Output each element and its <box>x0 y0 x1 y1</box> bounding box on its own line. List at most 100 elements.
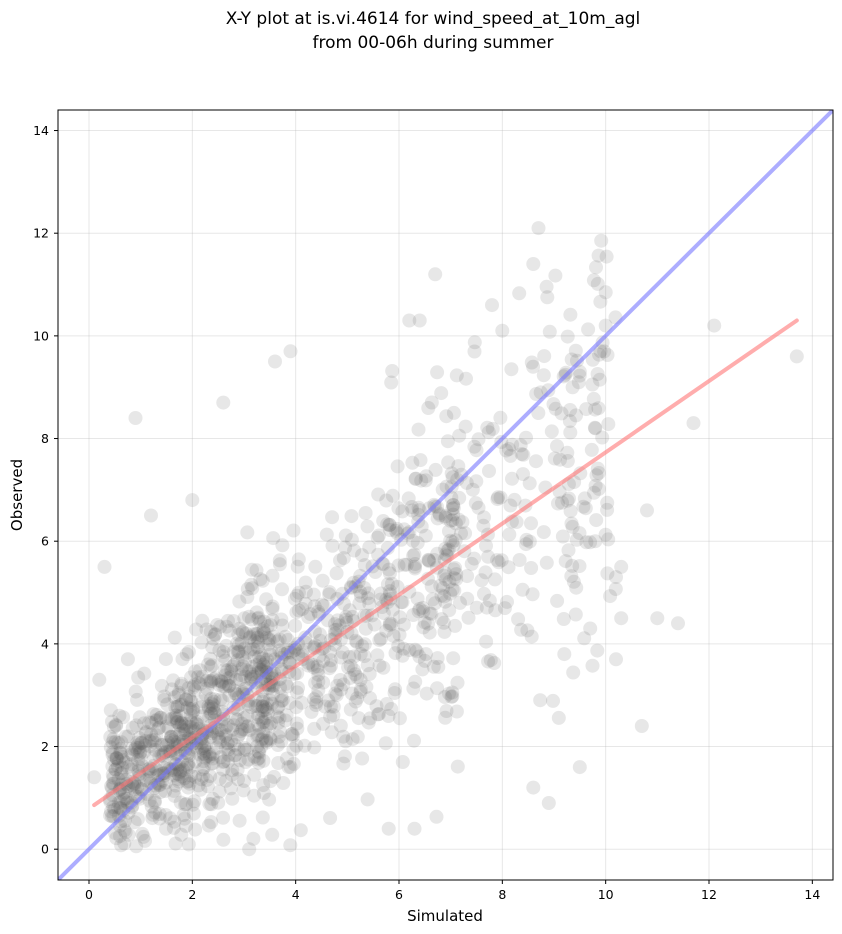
data-point <box>446 405 461 420</box>
data-point <box>444 466 459 481</box>
data-point <box>160 719 174 734</box>
data-point <box>206 747 220 761</box>
data-point <box>182 719 197 734</box>
data-point <box>195 709 210 724</box>
data-point <box>178 818 193 833</box>
data-point <box>189 622 204 637</box>
data-point <box>142 715 157 730</box>
data-point <box>504 362 519 377</box>
data-point <box>316 598 331 613</box>
data-point <box>234 635 249 650</box>
data-point <box>196 760 211 775</box>
data-point <box>430 546 445 561</box>
data-point <box>289 588 304 603</box>
data-point <box>199 772 214 787</box>
data-point <box>362 540 377 555</box>
data-point <box>382 566 397 581</box>
data-point <box>221 735 235 750</box>
data-point <box>382 584 397 599</box>
data-point <box>232 594 247 609</box>
data-point <box>204 797 219 812</box>
data-point <box>144 799 159 814</box>
data-point <box>169 708 184 723</box>
data-point <box>118 825 133 840</box>
data-point <box>103 740 118 755</box>
data-point <box>166 820 181 835</box>
data-point <box>467 344 482 359</box>
data-point <box>355 751 370 766</box>
data-point <box>411 422 426 437</box>
data-point <box>256 778 271 793</box>
data-point <box>416 604 431 619</box>
data-point <box>482 593 497 608</box>
data-point <box>205 791 220 806</box>
data-point <box>443 513 458 528</box>
data-point <box>488 603 503 618</box>
data-point <box>384 576 399 591</box>
data-point <box>379 697 394 711</box>
data-point <box>224 664 239 679</box>
data-point <box>430 651 445 666</box>
data-point <box>232 813 247 828</box>
data-point <box>109 718 124 733</box>
data-point <box>351 711 366 726</box>
data-point <box>565 380 580 395</box>
data-point <box>125 720 140 735</box>
data-point <box>199 622 214 637</box>
data-point <box>550 439 564 454</box>
data-point <box>239 626 254 641</box>
data-point <box>317 699 332 714</box>
data-point <box>311 667 326 682</box>
data-point <box>290 685 304 700</box>
data-point <box>474 573 489 588</box>
data-point <box>336 729 351 744</box>
data-point <box>308 676 323 691</box>
data-point <box>104 804 118 819</box>
data-point <box>237 742 252 757</box>
data-point <box>565 519 580 534</box>
data-point <box>360 792 375 807</box>
data-point <box>445 535 460 549</box>
data-point <box>248 627 263 641</box>
data-point <box>563 403 578 417</box>
data-point <box>159 821 173 836</box>
data-point <box>305 657 320 672</box>
data-point <box>137 773 152 788</box>
data-point <box>274 612 289 627</box>
data-point <box>105 714 119 729</box>
data-point <box>261 631 276 646</box>
data-point <box>311 674 326 689</box>
data-point <box>334 650 348 665</box>
data-point <box>449 704 464 719</box>
data-point <box>440 543 455 558</box>
data-point <box>355 548 369 563</box>
data-point <box>548 401 563 416</box>
data-point <box>118 729 133 744</box>
data-point <box>164 730 179 745</box>
data-point <box>235 625 250 640</box>
data-point <box>142 734 157 749</box>
data-point <box>376 660 391 675</box>
data-point <box>594 233 609 248</box>
data-point <box>212 784 227 799</box>
data-point <box>179 692 194 707</box>
data-point <box>467 551 482 566</box>
data-point <box>221 718 235 733</box>
data-point <box>244 700 259 714</box>
data-point <box>342 650 357 664</box>
data-point <box>336 551 351 566</box>
data-point <box>600 502 615 517</box>
data-point <box>151 721 166 736</box>
data-point <box>245 562 259 577</box>
data-point <box>367 617 382 632</box>
data-point <box>324 658 338 673</box>
data-point <box>446 501 461 515</box>
data-point <box>203 674 218 689</box>
data-point <box>266 687 280 702</box>
data-point <box>442 686 456 701</box>
data-point <box>260 697 275 712</box>
data-point <box>392 711 407 726</box>
data-point <box>578 501 593 516</box>
data-point <box>280 751 294 766</box>
data-point <box>170 699 185 714</box>
